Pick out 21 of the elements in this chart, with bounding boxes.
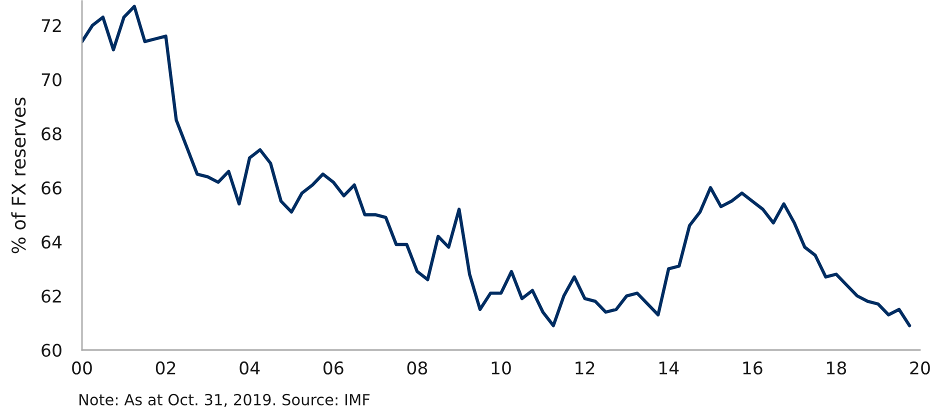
x-tick-label: 04 [240,361,260,375]
x-tick-label: 18 [827,361,846,375]
x-tick-label: 12 [576,361,594,374]
y-tick-label: 70 [42,73,62,86]
y-tick-label: 64 [42,235,62,249]
x-tick-label: 06 [324,361,344,375]
x-tick-label: 02 [156,361,176,375]
text: Note: As at Oct. 31, 2019. Source: IMF [80,394,370,407]
line-series [82,4,912,328]
y-axis-title: % of FX reserves [11,98,26,254]
x-tick-label: 10 [492,361,511,375]
x-tick-label: 00 [72,361,92,375]
x-tick-label: 14 [659,362,679,374]
y-tick-label: 66 [42,181,62,195]
x-tick-label: 16 [743,361,762,375]
x-tick-label: 08 [407,361,428,375]
x-tick-label: 20 [910,361,930,375]
y-tick-label: 62 [42,290,61,303]
y-tick-label: 60 [42,344,62,357]
y-tick-label: 72 [42,19,61,32]
y-tick-label: 68 [42,127,62,140]
